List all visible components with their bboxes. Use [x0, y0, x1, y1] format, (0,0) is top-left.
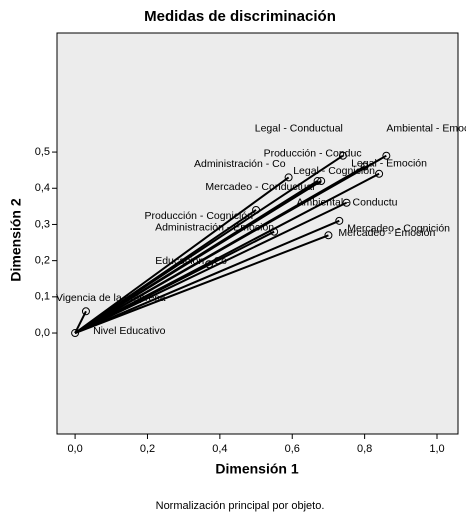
point-label: Educación - Co [155, 255, 227, 267]
x-tick-label: 0,2 [140, 443, 155, 455]
point-label: Producción - Cognición [144, 210, 253, 222]
point [324, 231, 333, 240]
point [81, 307, 90, 316]
x-tick-label: 0,8 [357, 443, 372, 455]
plot-area [56, 32, 459, 435]
point [338, 151, 347, 160]
point-label: Administración - Emoción [155, 221, 274, 233]
point [317, 177, 326, 186]
point-label: Mercadeo - Conductual [205, 181, 314, 193]
chart-title: Medidas de discriminación [144, 8, 336, 25]
point [382, 151, 391, 160]
y-tick-label: 0,5 [35, 146, 50, 158]
x-tick-label: 0,4 [212, 443, 227, 455]
point [252, 205, 261, 214]
point-label: Legal - Emoción [351, 158, 427, 170]
point [284, 173, 293, 182]
vector-line [74, 234, 329, 334]
point-label: Administración - Co [194, 158, 286, 170]
point-label: Vigencia de la empresa [56, 292, 166, 304]
point [270, 227, 279, 236]
vector-line [74, 201, 347, 334]
y-tick-label: 0,4 [35, 182, 50, 194]
point-label: Nivel Educativo [93, 325, 166, 337]
point-label: Mercadeo - Cognición [347, 223, 450, 235]
vector-line [74, 310, 87, 334]
x-axis-title: Dimensión 1 [215, 461, 298, 477]
point [342, 198, 351, 207]
y-tick-label: 0,0 [35, 327, 50, 339]
y-tick-label: 0,1 [35, 291, 50, 303]
y-tick-label: 0,3 [35, 218, 50, 230]
vector-line [74, 165, 366, 334]
y-axis-title: Dimensión 2 [8, 198, 24, 281]
point [205, 260, 214, 269]
footnote: Normalización principal por objeto. [156, 500, 325, 512]
point-label: Producción - Conduc [264, 147, 362, 159]
point-label: Legal - Cognición [293, 165, 375, 177]
point-label: Legal - Conductual [255, 122, 343, 134]
point-label: Mercadeo - Emoción [338, 227, 435, 239]
vector-line [74, 263, 210, 334]
vector-line [74, 176, 290, 334]
point-label: Ambiental - Emoción [386, 122, 466, 134]
y-tick-label: 0,2 [35, 255, 50, 267]
vector-line [74, 180, 319, 334]
vector-line [74, 209, 257, 334]
x-tick-label: 1,0 [429, 443, 444, 455]
x-tick-label: 0,6 [285, 443, 300, 455]
vector-line [74, 219, 340, 334]
point [360, 162, 369, 171]
x-tick-label: 0,0 [67, 443, 82, 455]
point [71, 329, 80, 338]
point [313, 177, 322, 186]
point [375, 169, 384, 178]
point [335, 216, 344, 225]
point-label: Ambiental - Conductu [297, 197, 398, 209]
